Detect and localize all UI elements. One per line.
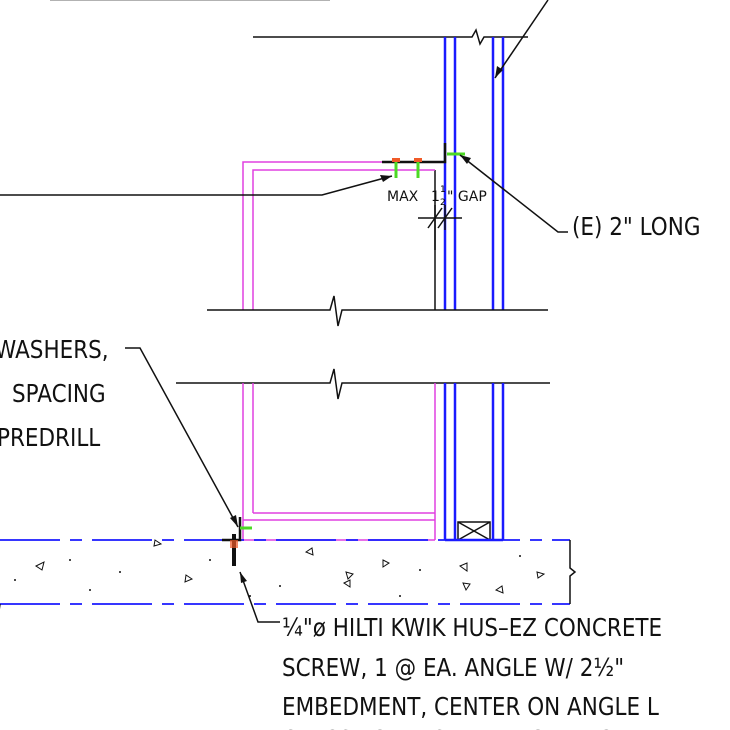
connector-label: (E) 2" LONG	[572, 212, 700, 241]
anchor-line: EMBEDMENT, CENTER ON ANGLE L	[282, 692, 659, 721]
washers-line: PREDRILL	[0, 423, 100, 452]
gap-whole: 1	[431, 189, 440, 205]
gap-den: 2	[440, 198, 446, 208]
washers-line: WASHERS,	[0, 335, 109, 364]
anchor-line: ¼"ø HILTI KWIK HUS–EZ CONCRETE	[282, 613, 662, 642]
texts: MAX 1 1 2 " GAP (E) 2" LONG WASHERS, SPA…	[0, 185, 700, 730]
linework	[0, 0, 577, 623]
gap-num: 1	[440, 185, 446, 195]
gap-suffix: " GAP	[447, 189, 487, 205]
anchor-line: SCREW, 1 @ EA. ANGLE W/ 2½"	[282, 653, 624, 682]
anchor-line: CALCS FOR INSTALLATION REQUIRE	[282, 725, 665, 730]
washers-line: SPACING	[12, 379, 106, 408]
gap-prefix: MAX	[387, 189, 419, 205]
